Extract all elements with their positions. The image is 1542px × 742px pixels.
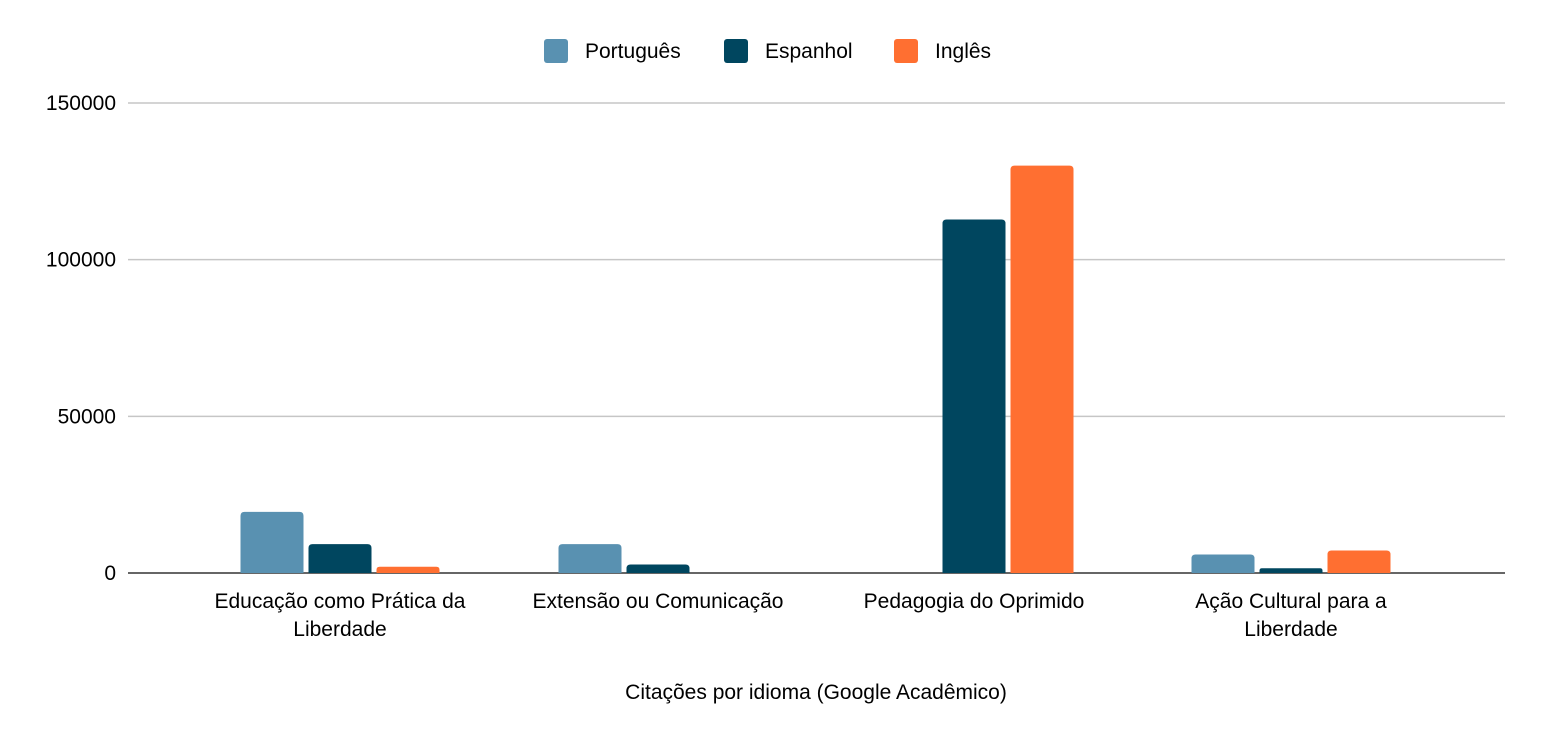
legend-swatch: [724, 39, 748, 63]
bars: [240, 165, 1391, 573]
x-tick-labels: Educação como Prática da Liberdade Extensã…: [215, 590, 1388, 641]
x-tick-label: Pedagogia do Oprimido: [864, 590, 1085, 613]
legend-label: Inglês: [935, 40, 991, 63]
x-tick-label: Extensão ou Comunicação: [533, 590, 784, 613]
legend-label: Espanhol: [765, 40, 853, 63]
x-tick-label: Ação Cultural para a: [1195, 590, 1387, 613]
bar-ingles-0: [376, 566, 440, 573]
y-tick-label: 50000: [58, 405, 116, 428]
x-tick-label: Liberdade: [293, 618, 386, 641]
bar-espanhol-2: [942, 219, 1006, 573]
y-tick-labels: 0 50000 100000 150000: [46, 92, 116, 585]
y-tick-label: 100000: [46, 249, 116, 272]
y-tick-label: 0: [104, 562, 116, 585]
legend-swatch: [894, 39, 918, 63]
bar-portugues-3: [1191, 554, 1255, 573]
bar-portugues-1: [558, 544, 622, 573]
bar-portugues-0: [240, 511, 304, 573]
y-tick-label: 150000: [46, 92, 116, 115]
bar-ingles-3: [1327, 550, 1391, 573]
legend: Português Espanhol Inglês: [544, 39, 991, 63]
bar-espanhol-0: [308, 544, 372, 573]
x-tick-label: Liberdade: [1244, 618, 1337, 641]
legend-label: Português: [585, 40, 681, 63]
x-tick-label: Educação como Prática da: [215, 590, 466, 613]
bar-espanhol-3: [1259, 568, 1323, 573]
gridlines: [128, 102, 1505, 574]
bar-ingles-2: [1010, 165, 1074, 573]
x-axis-title: Citações por idioma (Google Acadêmico): [625, 681, 1007, 704]
bar-espanhol-1: [626, 564, 690, 573]
legend-swatch: [544, 39, 568, 63]
